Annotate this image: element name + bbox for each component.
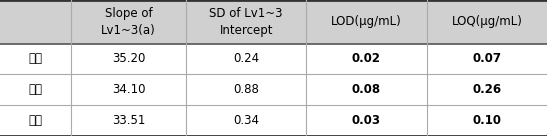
Text: 과자: 과자 bbox=[28, 114, 43, 127]
Text: SD of Lv1~3
Intercept: SD of Lv1~3 Intercept bbox=[210, 7, 283, 37]
Text: 0.34: 0.34 bbox=[233, 114, 259, 127]
Text: 0.24: 0.24 bbox=[233, 52, 259, 65]
Text: 0.02: 0.02 bbox=[352, 52, 381, 65]
Text: 0.10: 0.10 bbox=[472, 114, 502, 127]
Text: LOQ(μg/mL): LOQ(μg/mL) bbox=[451, 15, 522, 28]
Text: 34.10: 34.10 bbox=[112, 83, 146, 96]
Text: 0.03: 0.03 bbox=[352, 114, 381, 127]
Text: 0.08: 0.08 bbox=[352, 83, 381, 96]
Text: 유지: 유지 bbox=[28, 52, 43, 65]
Text: Slope of
Lv1~3(a): Slope of Lv1~3(a) bbox=[101, 7, 156, 37]
Text: 음료: 음료 bbox=[28, 83, 43, 96]
Text: LOD(μg/mL): LOD(μg/mL) bbox=[331, 15, 402, 28]
Text: 0.88: 0.88 bbox=[233, 83, 259, 96]
Bar bbox=[0, 0, 547, 44]
Text: 0.26: 0.26 bbox=[472, 83, 502, 96]
Text: 33.51: 33.51 bbox=[112, 114, 146, 127]
Text: 0.07: 0.07 bbox=[472, 52, 502, 65]
Text: 35.20: 35.20 bbox=[112, 52, 146, 65]
